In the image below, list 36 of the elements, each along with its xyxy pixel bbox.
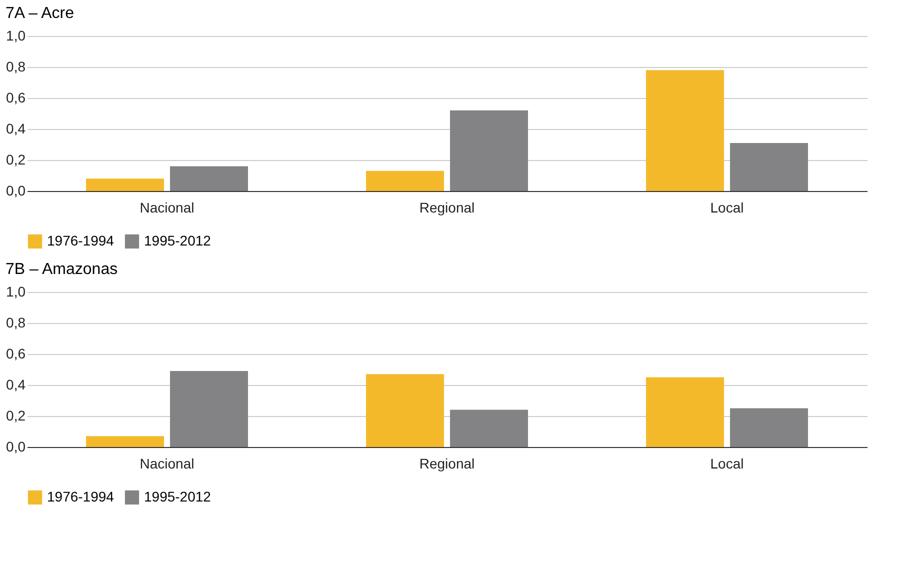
x-tick-label: Local	[710, 456, 744, 472]
y-tick-label: 0,2	[6, 152, 26, 168]
legend-label: 1995-2012	[144, 232, 212, 248]
y-tick-label: 0,0	[6, 438, 26, 454]
bar	[170, 166, 248, 191]
y-tick-label: 0,8	[6, 58, 26, 74]
x-tick-label: Regional	[419, 200, 475, 216]
chart-title: 7B – Amazonas	[6, 261, 118, 278]
legend-label: 1995-2012	[144, 488, 212, 504]
bar	[86, 178, 164, 191]
bar	[646, 70, 724, 191]
y-tick-label: 1,0	[6, 284, 26, 300]
y-tick-label: 0,6	[6, 346, 26, 362]
legend-label: 1976-1994	[47, 488, 114, 504]
legend-label: 1976-1994	[47, 232, 114, 248]
y-tick-label: 0,0	[6, 182, 26, 198]
y-tick-label: 0,4	[6, 376, 26, 392]
bar	[170, 371, 248, 447]
x-tick-label: Nacional	[140, 456, 194, 472]
bar	[450, 410, 528, 447]
x-tick-label: Nacional	[140, 200, 194, 216]
bar	[366, 170, 444, 191]
chart-title: 7A – Acre	[6, 5, 74, 22]
bar	[86, 436, 164, 447]
x-tick-label: Regional	[419, 456, 475, 472]
bar	[730, 142, 808, 191]
y-tick-label: 0,2	[6, 408, 26, 424]
bar	[646, 377, 724, 447]
bar	[730, 408, 808, 447]
y-tick-label: 0,4	[6, 120, 26, 136]
x-tick-label: Local	[710, 200, 744, 216]
bar	[450, 110, 528, 191]
y-tick-label: 0,6	[6, 90, 26, 106]
bar	[366, 374, 444, 447]
y-tick-label: 1,0	[6, 28, 26, 44]
y-tick-label: 0,8	[6, 314, 26, 330]
